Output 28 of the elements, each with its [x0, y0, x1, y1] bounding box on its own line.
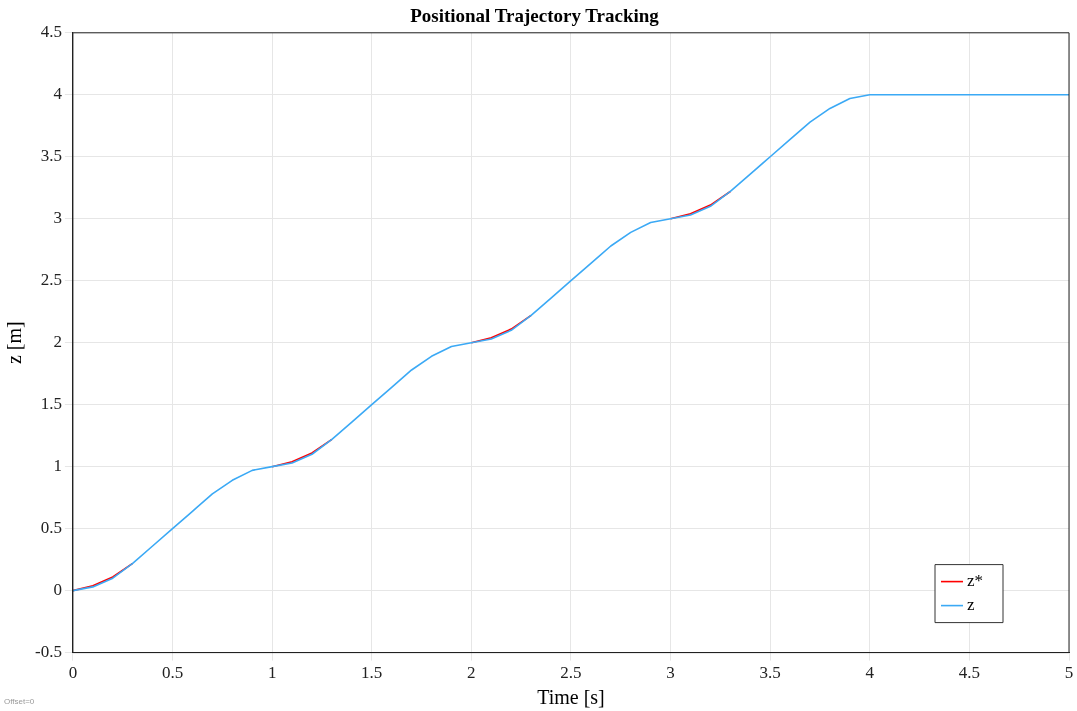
legend-label: z* — [967, 571, 984, 591]
y-axis-title: z [m] — [3, 321, 26, 365]
y-tick-label: -0.5 — [34, 642, 62, 662]
y-tick-label: 0 — [53, 580, 62, 600]
y-tick-label: 4.5 — [40, 22, 62, 42]
x-tick-label: 0.5 — [161, 663, 184, 683]
legend-label: z — [967, 595, 975, 615]
y-tick-label: 3 — [53, 208, 62, 228]
y-tick-label: 4 — [53, 84, 63, 104]
x-tick-label: 2 — [467, 663, 476, 683]
x-tick-label: 2.5 — [560, 663, 582, 683]
y-tick-label: 1 — [53, 456, 62, 476]
y-tick-label: 2 — [53, 332, 62, 352]
text: Offset=0 — [4, 697, 35, 706]
x-tick-label: 3 — [666, 663, 675, 683]
y-tick-label: 3.5 — [40, 146, 62, 166]
x-tick-label: 1 — [267, 663, 277, 683]
x-axis-title: Time [s] — [537, 686, 605, 709]
x-tick-label: 5 — [1064, 663, 1074, 683]
y-tick-label: 1.5 — [40, 394, 62, 414]
x-tick-label: 4.5 — [958, 663, 981, 683]
y-tick-label: 2.5 — [40, 270, 62, 290]
y-tick-label: 0.5 — [40, 518, 62, 538]
x-tick-label: 3.5 — [759, 663, 781, 683]
x-tick-label: 0 — [68, 663, 78, 683]
chart-title: Positional Trajectory Tracking — [410, 5, 660, 27]
x-tick-label: 1.5 — [361, 663, 383, 683]
x-tick-label: 4 — [865, 663, 875, 683]
